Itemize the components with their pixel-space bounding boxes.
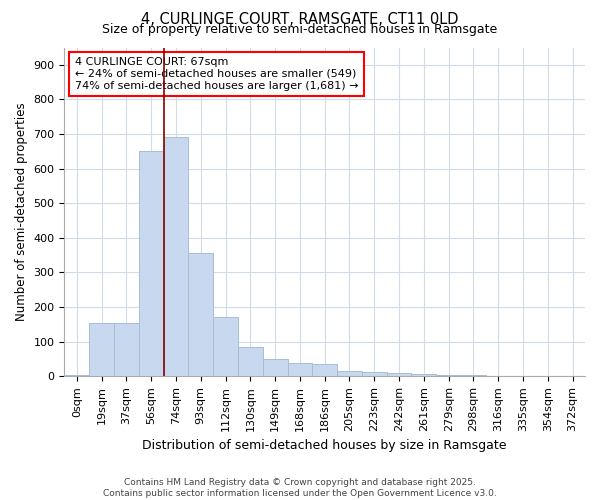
Text: 4, CURLINGE COURT, RAMSGATE, CT11 0LD: 4, CURLINGE COURT, RAMSGATE, CT11 0LD bbox=[141, 12, 459, 28]
Bar bbox=[89, 322, 114, 376]
Bar bbox=[139, 152, 164, 376]
Bar bbox=[412, 374, 436, 376]
Bar bbox=[114, 322, 139, 376]
Bar bbox=[337, 371, 362, 376]
Text: 4 CURLINGE COURT: 67sqm
← 24% of semi-detached houses are smaller (549)
74% of s: 4 CURLINGE COURT: 67sqm ← 24% of semi-de… bbox=[75, 58, 358, 90]
Bar bbox=[263, 359, 287, 376]
Bar bbox=[313, 364, 337, 376]
Text: Contains HM Land Registry data © Crown copyright and database right 2025.
Contai: Contains HM Land Registry data © Crown c… bbox=[103, 478, 497, 498]
Y-axis label: Number of semi-detached properties: Number of semi-detached properties bbox=[15, 102, 28, 321]
Bar bbox=[362, 372, 386, 376]
Bar bbox=[64, 374, 89, 376]
Bar bbox=[188, 254, 213, 376]
Text: Size of property relative to semi-detached houses in Ramsgate: Size of property relative to semi-detach… bbox=[103, 22, 497, 36]
Bar bbox=[164, 138, 188, 376]
Bar bbox=[238, 347, 263, 376]
X-axis label: Distribution of semi-detached houses by size in Ramsgate: Distribution of semi-detached houses by … bbox=[142, 440, 507, 452]
Bar bbox=[436, 374, 461, 376]
Bar bbox=[287, 363, 313, 376]
Bar bbox=[213, 318, 238, 376]
Bar bbox=[386, 373, 412, 376]
